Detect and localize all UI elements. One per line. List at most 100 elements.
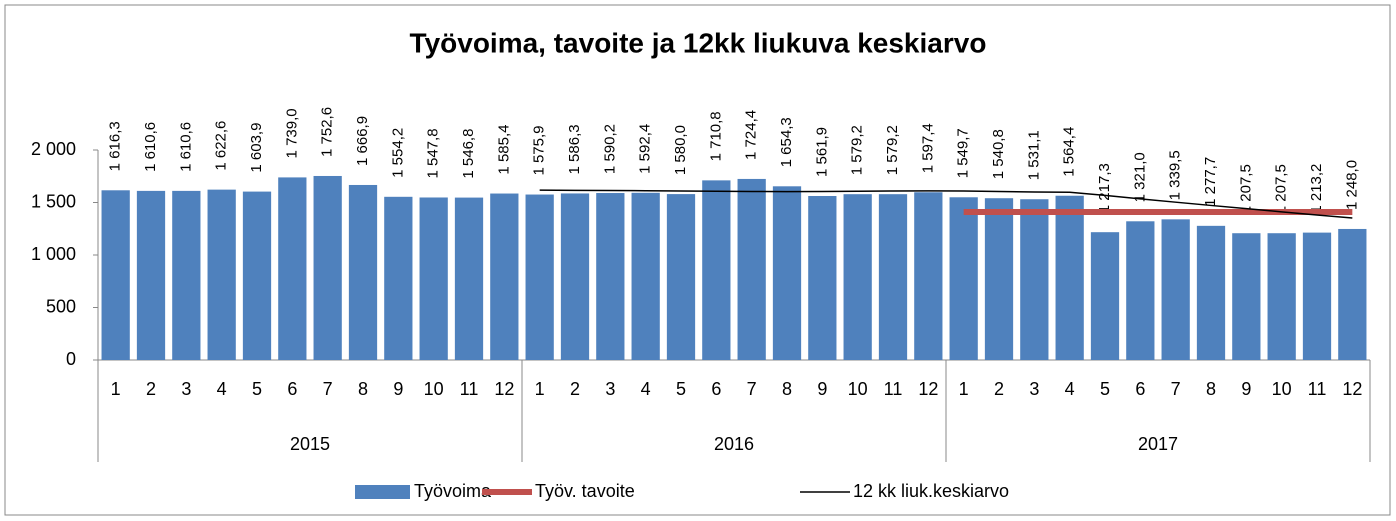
x-tick-label: 2 [994, 379, 1004, 399]
chart-title: Työvoima, tavoite ja 12kk liukuva keskia… [410, 27, 987, 58]
x-tick-label: 2 [570, 379, 580, 399]
bar [702, 180, 731, 360]
x-tick-label: 9 [817, 379, 827, 399]
bar [560, 193, 590, 360]
x-tick-label: 3 [1029, 379, 1039, 399]
bar [172, 190, 201, 360]
value-label: 1 752,6 [319, 107, 336, 157]
x-tick-label: 6 [711, 379, 721, 399]
x-tick-label: 1 [959, 379, 969, 399]
x-tick-label: 8 [782, 379, 792, 399]
bar [631, 192, 660, 360]
legend-swatch [355, 485, 410, 499]
x-tick-label: 9 [1241, 379, 1251, 399]
value-label: 1 710,8 [707, 111, 724, 161]
x-tick-label: 6 [287, 379, 297, 399]
x-tick-label: 11 [1308, 379, 1327, 399]
bar [772, 186, 802, 360]
value-label: 1 575,9 [531, 126, 548, 176]
x-tick-label: 12 [918, 379, 938, 399]
value-label: 1 207,5 [1237, 164, 1254, 214]
value-label: 1 580,0 [672, 125, 689, 175]
bar [490, 193, 519, 360]
value-label: 1 561,9 [813, 127, 830, 177]
legend-label: Työvoima [414, 481, 492, 501]
bar [1338, 228, 1367, 360]
x-tick-label: 4 [641, 379, 651, 399]
value-label: 1 549,7 [955, 128, 972, 178]
bar [419, 197, 448, 360]
x-tick-label: 7 [1171, 379, 1181, 399]
x-tick-label: 5 [252, 379, 262, 399]
legend-label: Työv. tavoite [535, 481, 635, 501]
x-tick-label: 12 [1342, 379, 1362, 399]
x-tick-label: 1 [535, 379, 545, 399]
bar [384, 196, 413, 360]
x-tick-label: 3 [181, 379, 191, 399]
y-tick-label: 2 000 [31, 139, 76, 159]
value-label: 1 579,2 [884, 125, 901, 175]
value-label: 1 248,0 [1343, 160, 1360, 210]
group-label: 2015 [290, 434, 330, 454]
value-label: 1 666,9 [354, 116, 371, 166]
value-label: 1 739,0 [283, 108, 300, 158]
value-label: 1 207,5 [1273, 164, 1290, 214]
bar [348, 184, 378, 360]
y-tick-label: 1 000 [31, 244, 76, 264]
bar [1161, 219, 1190, 360]
value-label: 1 321,0 [1131, 152, 1148, 202]
group-label: 2016 [714, 434, 754, 454]
x-tick-label: 12 [494, 379, 514, 399]
x-tick-label: 7 [747, 379, 757, 399]
x-tick-label: 6 [1135, 379, 1145, 399]
value-label: 1 564,4 [1061, 127, 1078, 177]
bar [1267, 233, 1296, 360]
x-tick-label: 4 [217, 379, 227, 399]
bar [843, 194, 872, 360]
bar [1232, 233, 1261, 360]
group-label: 2017 [1138, 434, 1178, 454]
x-tick-label: 1 [111, 379, 121, 399]
x-tick-label: 10 [424, 379, 444, 399]
bar [1090, 232, 1120, 360]
value-label: 1 616,3 [107, 121, 124, 171]
value-label: 1 339,5 [1167, 150, 1184, 200]
value-label: 1 579,2 [849, 125, 866, 175]
x-tick-label: 7 [323, 379, 333, 399]
x-tick-label: 10 [1272, 379, 1292, 399]
x-tick-label: 5 [1100, 379, 1110, 399]
value-label: 1 610,6 [177, 122, 194, 172]
value-label: 1 592,4 [637, 124, 654, 174]
x-tick-label: 9 [393, 379, 403, 399]
bar [454, 197, 484, 360]
value-label: 1 586,3 [566, 124, 583, 174]
value-label: 1 213,2 [1308, 164, 1325, 214]
y-tick-label: 0 [66, 349, 76, 369]
bar [737, 178, 766, 360]
bar [242, 191, 272, 360]
bar [984, 198, 1014, 360]
value-label: 1 540,8 [990, 129, 1007, 179]
bar [525, 194, 554, 360]
value-label: 1 531,1 [1025, 130, 1042, 180]
y-tick-label: 500 [46, 296, 76, 316]
bar [596, 193, 625, 360]
value-label: 1 610,6 [142, 122, 159, 172]
bar [101, 190, 130, 360]
bar [1196, 225, 1226, 360]
bar [1126, 221, 1155, 360]
x-tick-label: 8 [1206, 379, 1216, 399]
value-label: 1 547,8 [425, 128, 442, 178]
bar [914, 192, 943, 360]
chart-border [4, 4, 1391, 516]
value-label: 1 597,4 [919, 123, 936, 173]
bar [278, 177, 307, 360]
legend-label: 12 kk liuk.keskiarvo [853, 481, 1009, 501]
bar [1020, 199, 1049, 360]
value-label: 1 554,2 [389, 128, 406, 178]
bar [1055, 195, 1084, 360]
bar [878, 194, 908, 360]
bar [666, 194, 696, 360]
bar [207, 189, 236, 360]
